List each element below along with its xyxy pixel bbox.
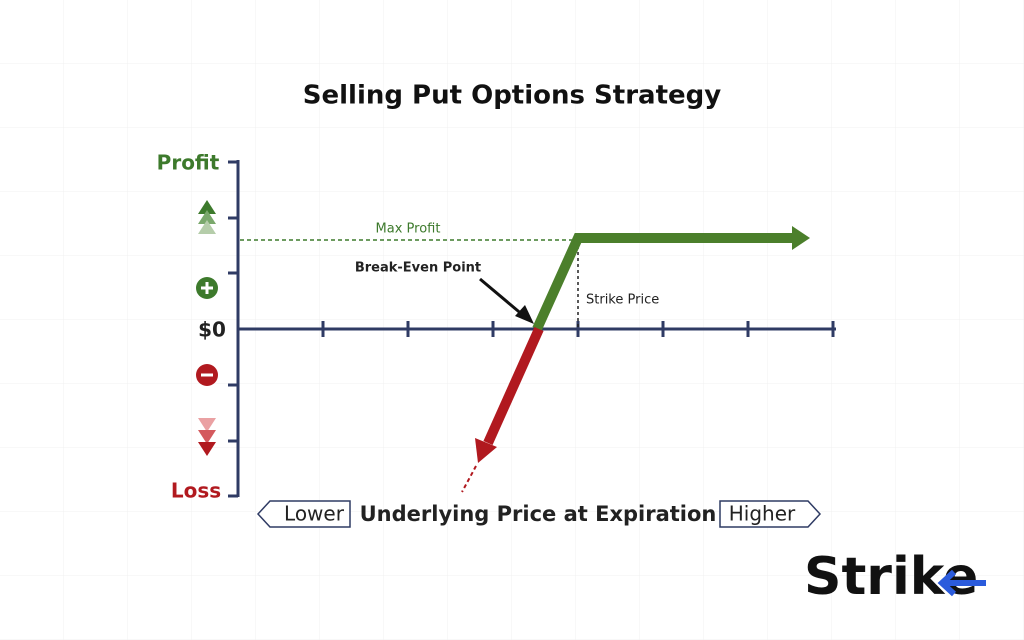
- profit-icons: [196, 200, 218, 456]
- y-bottom-label: Loss: [171, 479, 221, 503]
- x-right-label: Higher: [729, 502, 796, 526]
- break-even-label: Break-Even Point: [355, 261, 481, 276]
- zero-label: $0: [198, 318, 226, 342]
- x-axis-label: Underlying Price at Expiration: [360, 502, 717, 526]
- loss-line: [483, 326, 544, 446]
- higher-box: [719, 500, 822, 528]
- profit-line: [532, 233, 795, 332]
- break-even-arrowhead: [515, 305, 534, 324]
- x-left-label: Lower: [284, 502, 345, 526]
- loss-dash: [461, 465, 477, 493]
- break-even-arrow: [479, 277, 525, 318]
- axes: [228, 160, 836, 498]
- max-profit-label: Max Profit: [376, 222, 441, 237]
- y-top-label: Profit: [157, 151, 220, 175]
- title: Selling Put Options Strategy: [303, 81, 721, 111]
- lower-box: [256, 500, 351, 528]
- loss-arrowhead: [475, 438, 497, 463]
- strike-label: Strike Price: [586, 293, 659, 308]
- logo-arrow: [937, 569, 986, 597]
- profit-arrowhead: [792, 226, 810, 250]
